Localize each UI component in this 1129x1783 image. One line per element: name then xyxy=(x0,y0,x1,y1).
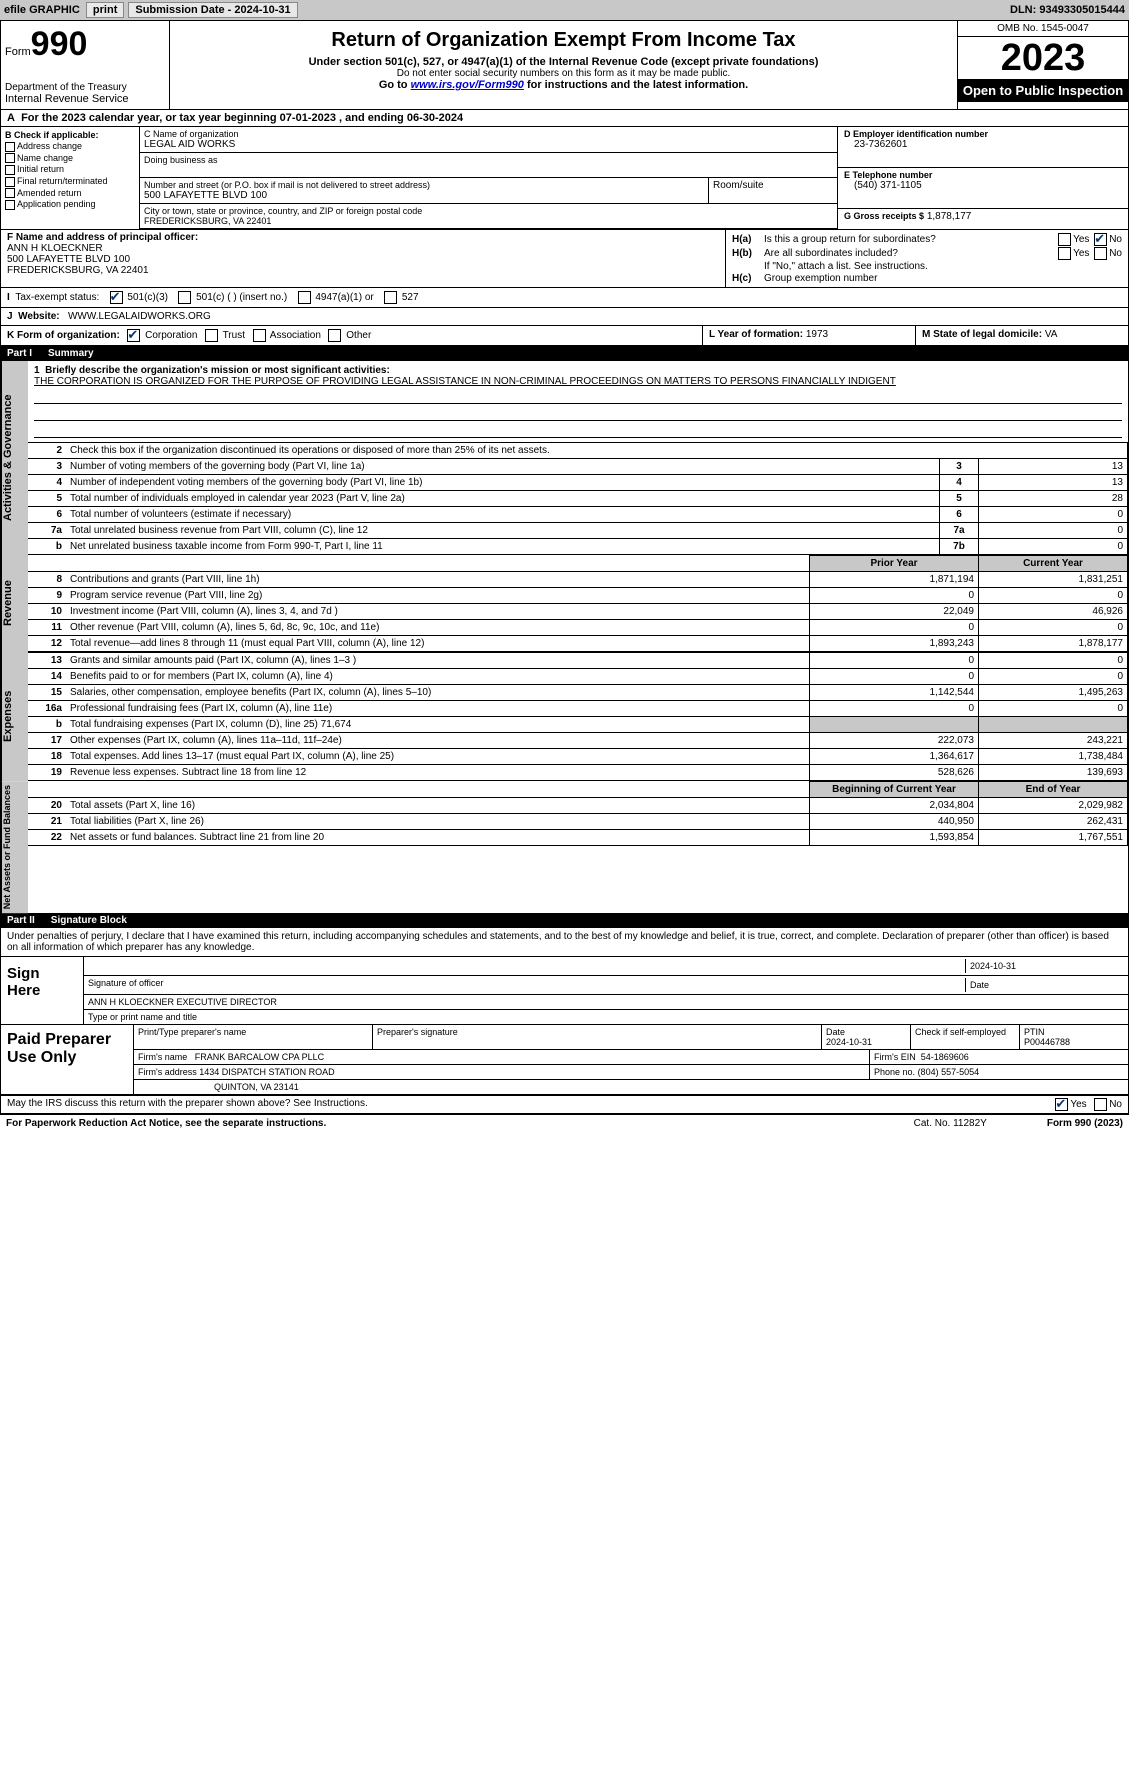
cat-no: Cat. No. 11282Y xyxy=(914,1118,987,1129)
ptin-value: P00446788 xyxy=(1024,1037,1070,1047)
netassets-table: Beginning of Current YearEnd of Year 20T… xyxy=(28,781,1128,846)
form-number: 990 xyxy=(31,25,88,63)
hb-no[interactable] xyxy=(1094,247,1107,260)
prep-date: 2024-10-31 xyxy=(826,1037,872,1047)
chk-amended-return[interactable]: Amended return xyxy=(5,188,135,199)
form-title: Return of Organization Exempt From Incom… xyxy=(174,29,953,52)
mission-block: 1 Briefly describe the organization's mi… xyxy=(28,361,1128,442)
dba-cell: Doing business as xyxy=(140,153,837,178)
firm-addr2: QUINTON, VA 23141 xyxy=(134,1080,1128,1094)
chk-address-change[interactable]: Address change xyxy=(5,141,135,152)
discuss-yes[interactable] xyxy=(1055,1098,1068,1111)
street-address: 500 LAFAYETTE BLVD 100 xyxy=(144,190,704,201)
chk-application-pending[interactable]: Application pending xyxy=(5,199,135,210)
chk-other[interactable] xyxy=(328,329,341,342)
dept-treasury: Department of the Treasury xyxy=(5,82,165,93)
dln: DLN: 93493305015444 xyxy=(1010,4,1125,16)
principal-officer: F Name and address of principal officer:… xyxy=(1,230,725,287)
efile-label: efile GRAPHIC xyxy=(4,4,80,16)
subtitle-2: Do not enter social security numbers on … xyxy=(174,68,953,79)
phone-cell: E Telephone number (540) 371-1105 xyxy=(838,168,1128,209)
sign-date: 2024-10-31 xyxy=(965,959,1124,973)
form-label: Form xyxy=(5,46,31,58)
paid-preparer-block: Paid Preparer Use Only Print/Type prepar… xyxy=(1,1025,1128,1096)
goto-line: Go to www.irs.gov/Form990 for instructio… xyxy=(174,79,953,91)
group-return: H(a) Is this a group return for subordin… xyxy=(725,230,1128,287)
box-b-label: B Check if applicable: xyxy=(5,130,135,140)
hb-yes[interactable] xyxy=(1058,247,1071,260)
ha-yes[interactable] xyxy=(1058,233,1071,246)
a-marker: A xyxy=(7,112,15,124)
form-header: Form990 Department of the Treasury Inter… xyxy=(1,21,1128,110)
gross-receipts-value: 1,878,177 xyxy=(927,211,972,222)
form-foot: Form 990 (2023) xyxy=(1047,1118,1123,1129)
website-value: WWW.LEGALAIDWORKS.ORG xyxy=(68,311,211,322)
governance-table: 2Check this box if the organization disc… xyxy=(28,442,1128,555)
chk-name-change[interactable]: Name change xyxy=(5,153,135,164)
year-formation: L Year of formation: 1973 xyxy=(702,326,915,345)
chk-final-return[interactable]: Final return/terminated xyxy=(5,176,135,187)
vlabel-expenses: Expenses xyxy=(1,652,28,781)
subtitle-1: Under section 501(c), 527, or 4947(a)(1)… xyxy=(174,56,953,68)
public-inspection: Open to Public Inspection xyxy=(958,79,1128,102)
firm-addr1: 1434 DISPATCH STATION ROAD xyxy=(199,1067,334,1077)
ein-value: 23-7362601 xyxy=(844,139,1122,150)
street-cell: Number and street (or P.O. box if mail i… xyxy=(140,178,709,203)
form-of-org: K Form of organization: Corporation Trus… xyxy=(1,326,702,345)
officer-name-title: ANN H KLOECKNER EXECUTIVE DIRECTOR xyxy=(88,997,1124,1007)
ein-cell: D Employer identification number 23-7362… xyxy=(838,127,1128,168)
irs-label: Internal Revenue Service xyxy=(5,93,165,105)
calendar-year-line: A For the 2023 calendar year, or tax yea… xyxy=(1,110,1128,127)
vlabel-revenue: Revenue xyxy=(1,555,28,652)
goto-link[interactable]: www.irs.gov/Form990 xyxy=(411,79,524,91)
form-container: Form990 Department of the Treasury Inter… xyxy=(0,20,1129,1115)
state-domicile: M State of legal domicile: VA xyxy=(915,326,1128,345)
chk-trust[interactable] xyxy=(205,329,218,342)
phone-value: (540) 371-1105 xyxy=(844,180,1122,191)
part1-header: Part I Summary xyxy=(1,346,1128,361)
chk-527[interactable] xyxy=(384,291,397,304)
chk-501c3[interactable] xyxy=(110,291,123,304)
part2-header: Part II Signature Block xyxy=(1,913,1128,928)
chk-4947[interactable] xyxy=(298,291,311,304)
mission-text: THE CORPORATION IS ORGANIZED FOR THE PUR… xyxy=(34,376,896,387)
chk-association[interactable] xyxy=(253,329,266,342)
website-row: J Website: WWW.LEGALAIDWORKS.ORG xyxy=(1,308,1128,325)
room-suite: Room/suite xyxy=(709,178,837,203)
city-state-zip: FREDERICKSBURG, VA 22401 xyxy=(144,216,833,226)
box-b: B Check if applicable: Address change Na… xyxy=(1,127,140,229)
revenue-table: Prior YearCurrent Year 8Contributions an… xyxy=(28,555,1128,652)
submission-date: Submission Date - 2024-10-31 xyxy=(128,2,297,18)
discuss-no[interactable] xyxy=(1094,1098,1107,1111)
gross-receipts-cell: G Gross receipts $ 1,878,177 xyxy=(838,209,1128,224)
firm-ein: 54-1869606 xyxy=(921,1052,969,1062)
perjury-statement: Under penalties of perjury, I declare th… xyxy=(1,928,1128,957)
self-employed: Check if self-employed xyxy=(911,1025,1020,1049)
topbar: efile GRAPHIC print Submission Date - 20… xyxy=(0,0,1129,20)
officer-street: 500 LAFAYETTE BLVD 100 xyxy=(7,254,719,265)
tax-year: 2023 xyxy=(958,37,1128,79)
tax-exempt-status: I Tax-exempt status: 501(c)(3) 501(c) ( … xyxy=(1,288,1128,307)
chk-corporation[interactable] xyxy=(127,329,140,342)
officer-name: ANN H KLOECKNER xyxy=(7,243,719,254)
org-name-cell: C Name of organization LEGAL AID WORKS xyxy=(140,127,837,153)
paperwork-footer: For Paperwork Reduction Act Notice, see … xyxy=(0,1115,1129,1132)
org-name: LEGAL AID WORKS xyxy=(144,139,833,150)
expenses-table: 13Grants and similar amounts paid (Part … xyxy=(28,652,1128,781)
sign-here-block: Sign Here 2024-10-31 Signature of office… xyxy=(1,957,1128,1025)
officer-city: FREDERICKSBURG, VA 22401 xyxy=(7,265,719,276)
firm-name: FRANK BARCALOW CPA PLLC xyxy=(195,1052,324,1062)
vlabel-netassets: Net Assets or Fund Balances xyxy=(1,781,28,913)
vlabel-activities: Activities & Governance xyxy=(1,361,28,555)
omb-number: OMB No. 1545-0047 xyxy=(958,21,1128,37)
city-cell: City or town, state or province, country… xyxy=(140,204,837,229)
print-button[interactable]: print xyxy=(86,2,124,18)
firm-phone: (804) 557-5054 xyxy=(918,1067,980,1077)
chk-501c[interactable] xyxy=(178,291,191,304)
discuss-row: May the IRS discuss this return with the… xyxy=(1,1096,1128,1114)
chk-initial-return[interactable]: Initial return xyxy=(5,164,135,175)
ha-no[interactable] xyxy=(1094,233,1107,246)
